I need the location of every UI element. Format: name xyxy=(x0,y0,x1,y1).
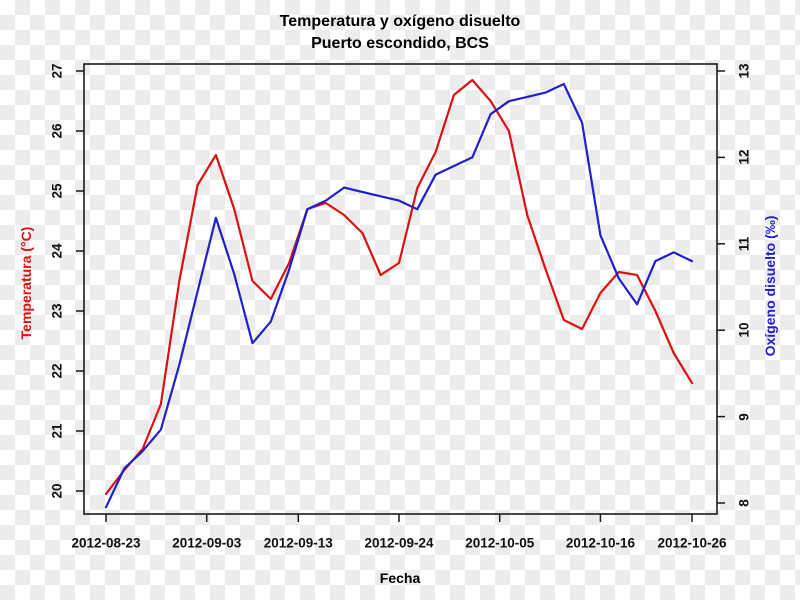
left-axis-tick-label: 27 xyxy=(49,63,65,79)
x-axis-tick-label: 2012-09-24 xyxy=(364,535,434,551)
x-axis-title: Fecha xyxy=(379,570,421,586)
left-axis-tick-label: 21 xyxy=(49,423,65,439)
left-axis-tick-label: 24 xyxy=(49,243,65,259)
right-axis-tick-label: 11 xyxy=(736,236,752,251)
left-axis-tick-label: 22 xyxy=(49,363,65,379)
x-axis-tick-label: 2012-09-13 xyxy=(263,535,333,551)
x-axis-tick-label: 2012-10-16 xyxy=(565,535,635,551)
left-axis-title: Temperatura (°C) xyxy=(18,226,34,340)
right-axis-tick-label: 13 xyxy=(736,63,752,79)
left-axis-tick-label: 20 xyxy=(49,483,65,499)
x-axis-tick-label: 2012-09-03 xyxy=(172,535,242,551)
x-axis-tick-label: 2012-08-23 xyxy=(71,535,141,551)
oxygen-line xyxy=(104,82,694,509)
right-axis-tick-label: 10 xyxy=(736,322,752,338)
left-axis-tick-label: 23 xyxy=(49,303,65,319)
x-axis-tick-label: 2012-10-26 xyxy=(657,535,727,551)
right-axis-tick-label: 9 xyxy=(736,412,752,421)
figure-subtitle: Puerto escondido, BCS xyxy=(311,35,489,52)
right-axis-tick-label: 8 xyxy=(736,499,752,507)
right-axis-tick-label: 12 xyxy=(736,149,752,165)
right-axis-title: Oxígeno disuelto (‰) xyxy=(762,215,778,357)
left-axis-tick-label: 26 xyxy=(49,123,65,139)
plot-border xyxy=(83,63,718,515)
temperature-line xyxy=(104,78,694,496)
figure-title: Temperatura y oxígeno disuelto xyxy=(279,13,521,30)
left-axis-tick-label: 25 xyxy=(49,183,65,199)
x-axis-tick-label: 2012-10-05 xyxy=(465,535,535,551)
